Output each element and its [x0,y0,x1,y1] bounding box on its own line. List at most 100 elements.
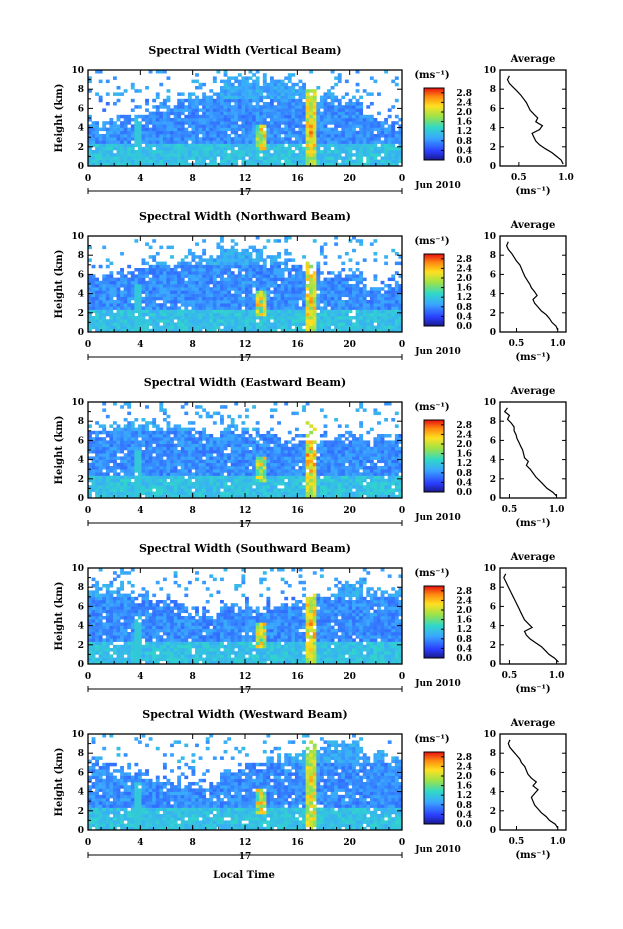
average-y-tick-label: 0 [490,328,496,338]
colorbar-tick-label: 0.8 [456,801,472,811]
average-y-tick-label: 0 [490,660,496,670]
average-x-tick-label: 0.5 [502,671,518,681]
day-label: 17 [239,188,252,198]
y-tick-label: 8 [78,749,84,759]
x-tick-label: 4 [137,506,143,516]
heatmap-field [88,402,403,499]
average-y-tick-label: 4 [490,456,496,466]
x-tick-label: 12 [239,340,252,350]
average-y-tick-label: 0 [490,162,496,172]
panel-3: Spectral Width (Eastward Beam) 0 2 4 6 8 10 0 4 8… [54,376,567,530]
panel-4: Spectral Width (Southward Beam) 0 2 4 6 8 10 0 4… [54,542,567,696]
x-tick-label: 12 [239,672,252,682]
day-label: 17 [239,520,252,530]
average-x-label: (ms⁻¹) [515,850,550,861]
colorbar-tick-label: 2.8 [456,89,472,99]
y-tick-label: 2 [78,641,84,651]
y-tick-label: 6 [78,436,84,446]
panel-title: Spectral Width (Vertical Beam) [148,44,341,57]
heatmap-field [88,568,403,665]
y-tick-label: 2 [78,143,84,153]
average-x-tick-label: 1.0 [549,671,565,681]
colorbar-tick-label: 1.2 [456,625,472,635]
day-label: 17 [239,852,252,862]
colorbar-tick-label: 0.8 [456,303,472,313]
y-tick-label: 10 [71,564,84,574]
colorbar-tick-label: 0.4 [456,312,472,322]
x-tick-label: 16 [291,672,304,682]
average-y-tick-label: 4 [490,788,496,798]
colorbar-tick-label: 1.2 [456,791,472,801]
x-tick-label: 20 [343,672,356,682]
average-y-tick-label: 2 [490,143,496,153]
average-title: Average [510,552,556,563]
colorbar-tick-label: 0.8 [456,137,472,147]
colorbar-tick-label: 0.0 [456,322,472,332]
average-x-label: (ms⁻¹) [515,518,550,529]
average-y-tick-label: 6 [490,602,496,612]
heatmap-field [88,236,403,333]
y-tick-label: 4 [78,124,84,134]
y-tick-label: 8 [78,85,84,95]
x-tick-label: 4 [137,174,143,184]
y-tick-label: 2 [78,309,84,319]
x-tick-label: 16 [291,174,304,184]
x-tick-label: 20 [343,838,356,848]
date-label: Jun 2010 [414,845,461,855]
y-tick-label: 2 [78,475,84,485]
average-x-tick-label: 1.0 [558,173,574,183]
average-y-tick-label: 8 [490,417,496,427]
colorbar [423,87,445,161]
colorbar-tick-label: 0.8 [456,635,472,645]
colorbar-tick-label: 2.8 [456,587,472,597]
date-label: Jun 2010 [414,679,461,689]
colorbar-tick-label: 0.0 [456,654,472,664]
y-tick-label: 8 [78,583,84,593]
heatmap-field [88,70,403,167]
x-tick-label: 4 [137,672,143,682]
colorbar-tick-label: 2.0 [456,274,472,284]
average-x-label: (ms⁻¹) [515,352,550,363]
average-y-tick-label: 6 [490,436,496,446]
colorbar-tick-label: 0.0 [456,156,472,166]
x-tick-label: 16 [291,506,304,516]
y-tick-label: 6 [78,602,84,612]
colorbar-tick-label: 1.6 [456,118,472,128]
x-tick-label: 8 [190,340,196,350]
average-y-tick-label: 10 [483,232,496,242]
colorbar [423,253,445,327]
average-y-tick-label: 10 [483,66,496,76]
colorbar-unit-label: (ms⁻¹) [414,70,449,81]
y-tick-label: 6 [78,104,84,114]
average-y-tick-label: 10 [483,564,496,574]
colorbar-tick-label: 2.8 [456,255,472,265]
average-profile-line [505,241,559,331]
average-x-tick-label: 0.5 [502,505,518,515]
y-tick-label: 2 [78,807,84,817]
average-profile-line [506,75,564,165]
colorbar-tick-label: 0.4 [456,146,472,156]
colorbar-unit-label: (ms⁻¹) [414,402,449,413]
colorbar-unit-label: (ms⁻¹) [414,734,449,745]
y-tick-label: 0 [78,660,84,670]
average-y-tick-label: 10 [483,398,496,408]
x-tick-label: 8 [190,506,196,516]
average-y-tick-label: 2 [490,641,496,651]
colorbar-tick-label: 2.4 [456,264,472,274]
x-tick-label: 20 [343,506,356,516]
y-tick-label: 0 [78,494,84,504]
colorbar-unit-label: (ms⁻¹) [414,236,449,247]
average-y-tick-label: 8 [490,749,496,759]
average-x-tick-label: 1.0 [550,339,566,349]
average-y-tick-label: 10 [483,730,496,740]
average-frame [499,401,567,499]
colorbar [423,751,445,825]
average-x-tick-label: 0.5 [509,837,525,847]
y-axis-label: Height (km) [54,250,65,319]
y-tick-label: 0 [78,162,84,172]
average-y-tick-label: 2 [490,807,496,817]
panel-title: Spectral Width (Westward Beam) [142,708,347,721]
colorbar-tick-label: 1.6 [456,782,472,792]
average-y-tick-label: 6 [490,104,496,114]
x-axis-label: Local Time [213,870,275,881]
